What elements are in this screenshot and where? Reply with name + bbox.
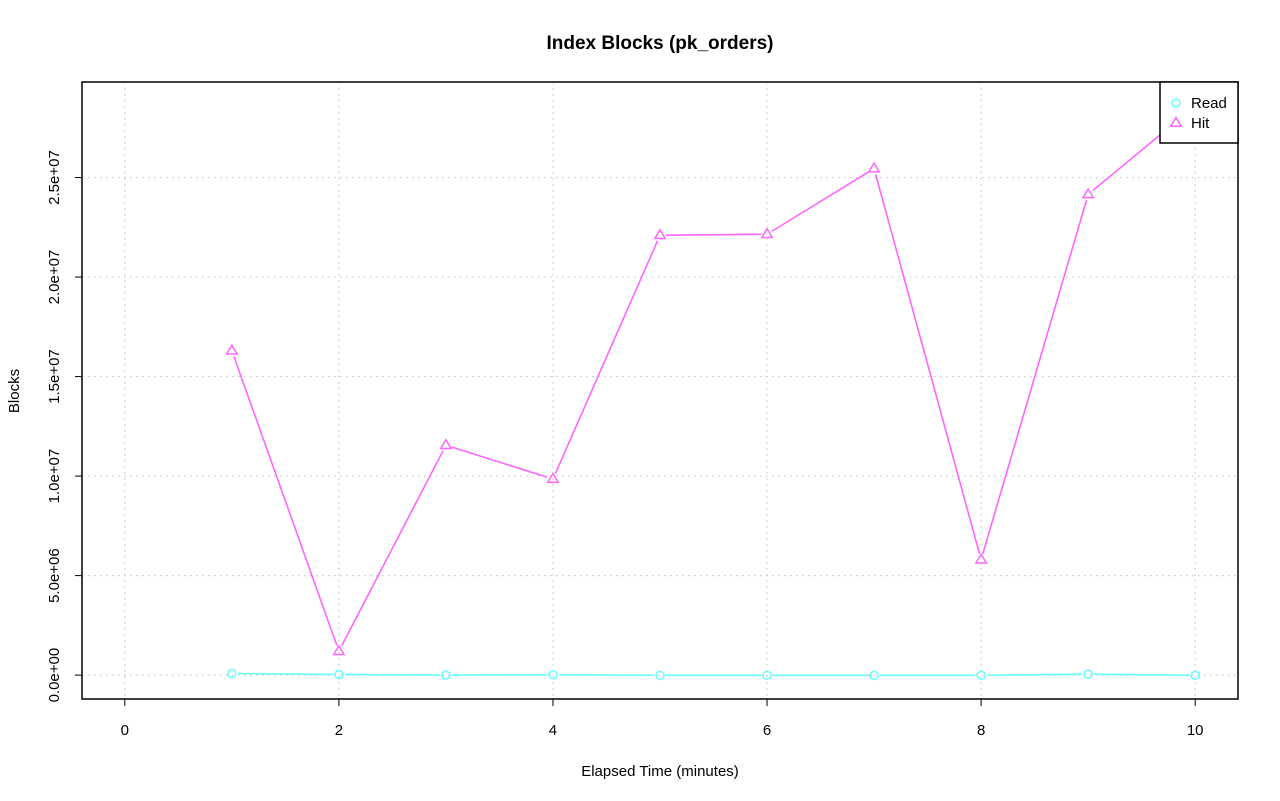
grid-layer xyxy=(82,82,1238,699)
series-hit-point xyxy=(439,438,453,450)
legend-box xyxy=(1159,81,1239,144)
series-hit-point xyxy=(760,227,774,239)
series-read-point xyxy=(227,668,237,679)
y-tick-label: 1.0e+07 xyxy=(46,449,63,504)
series-read-point xyxy=(441,670,451,680)
axis-layer: 0 2 4 6 8 10 0.0e+00 5.0e+06 1.0e+07 1.5e+07 2.0e+… xyxy=(46,150,1204,739)
series-read-point xyxy=(976,670,986,681)
x-tick-label: 2 xyxy=(335,722,343,739)
x-axis-label: Elapsed Time (minutes) xyxy=(581,763,739,780)
legend: Read Hit xyxy=(1159,81,1239,144)
plot-frame xyxy=(81,81,1239,700)
series-read-point xyxy=(762,670,772,681)
series-hit-segment xyxy=(874,174,981,555)
legend-label-hit: Hit xyxy=(1191,115,1210,132)
series-hit-segment xyxy=(665,233,762,236)
series-read-point xyxy=(869,670,879,681)
legend-marker-read xyxy=(1171,98,1181,108)
x-tick-label: 0 xyxy=(121,722,129,739)
y-axis-label: Blocks xyxy=(6,369,23,413)
series-hit-point xyxy=(867,161,881,173)
x-tick-label: 6 xyxy=(763,722,771,739)
series-hit-segment xyxy=(451,446,548,479)
legend-label-read: Read xyxy=(1191,95,1227,112)
series-hit-segment xyxy=(771,171,870,232)
y-tick-label: 2.0e+07 xyxy=(46,250,63,305)
y-tick-label: 2.5e+07 xyxy=(46,150,63,205)
x-tick-label: 10 xyxy=(1187,722,1204,739)
series-hit-point xyxy=(974,552,988,564)
series-hit-point xyxy=(1081,187,1095,199)
chart-title: Index Blocks (pk_orders) xyxy=(546,33,773,54)
series-hit-segment xyxy=(554,240,659,474)
x-tick-label: 4 xyxy=(549,722,557,739)
legend-marker-hit xyxy=(1169,116,1183,128)
series-read-point xyxy=(655,670,665,681)
data-layer xyxy=(225,98,1202,681)
y-tick-label: 0.0e+00 xyxy=(46,648,63,703)
series-hit-point xyxy=(546,472,560,484)
series-read-segment xyxy=(1094,673,1190,677)
series-hit-point xyxy=(225,343,239,355)
series-hit-segment xyxy=(233,356,338,646)
series-hit-point xyxy=(653,228,667,240)
series-hit-segment xyxy=(982,199,1088,555)
series-read-segment xyxy=(558,673,655,677)
x-tick-label: 8 xyxy=(977,722,985,739)
series-hit-point xyxy=(332,644,346,656)
series-read-segment xyxy=(344,673,440,676)
series-read-segment xyxy=(237,672,333,676)
series-hit-segment xyxy=(340,450,444,647)
series-read-point xyxy=(334,669,344,680)
y-tick-label: 1.5e+07 xyxy=(46,349,63,404)
series-read-point xyxy=(1190,670,1200,681)
series-read-point xyxy=(548,669,558,680)
series-read-segment xyxy=(987,673,1083,677)
series-read-point xyxy=(1083,669,1093,679)
y-tick-label: 5.0e+06 xyxy=(46,548,63,603)
